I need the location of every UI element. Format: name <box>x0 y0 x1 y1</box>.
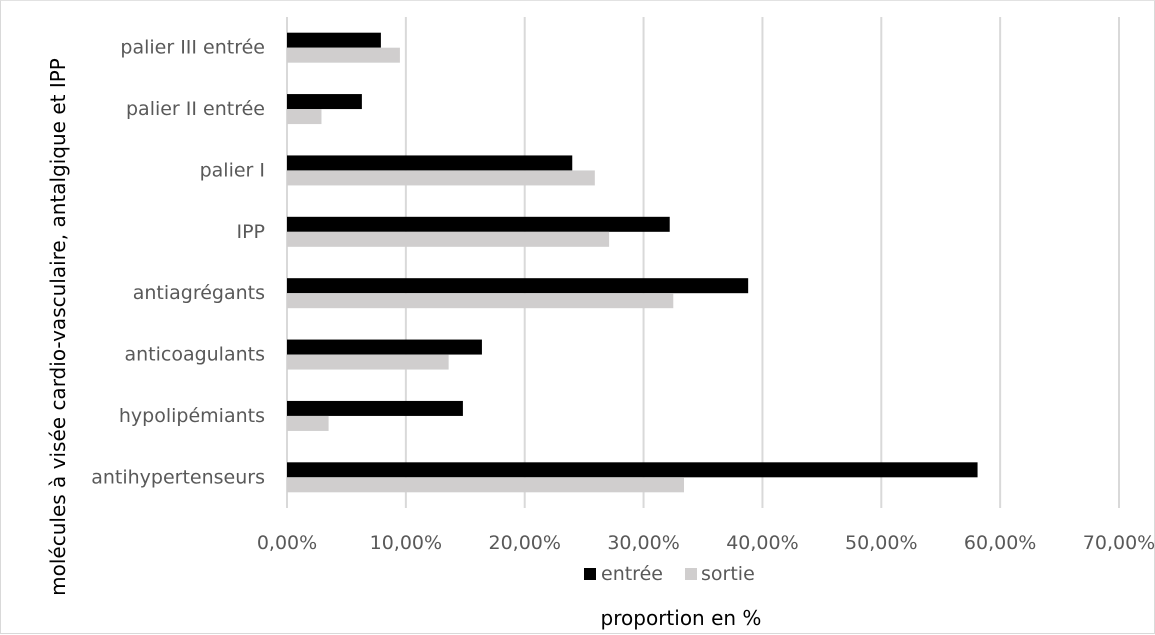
y-tick-label-3: IPP <box>236 221 265 243</box>
bar-entrée-0 <box>287 32 381 48</box>
y-tick-labels: palier III entrée palier II entrée palier … <box>91 37 265 489</box>
bar-sortie-1 <box>287 109 322 125</box>
bar-sortie-6 <box>287 415 329 431</box>
x-tick-label-6: 60,00% <box>964 532 1036 554</box>
legend-label-entree: entrée <box>601 563 663 585</box>
bar-entrée-5 <box>287 339 482 355</box>
legend-swatch-sortie <box>685 568 697 580</box>
y-tick-label-6: hypolipémiants <box>119 405 265 427</box>
legend-swatch-entree <box>584 568 596 580</box>
bar-sortie-5 <box>287 354 449 370</box>
bar-sortie-4 <box>287 293 674 309</box>
y-tick-label-5: anticoagulants <box>124 344 265 366</box>
y-tick-label-0: palier III entrée <box>120 37 265 59</box>
x-tick-label-0: 0,00% <box>257 532 317 554</box>
bar-sortie-2 <box>287 170 595 186</box>
y-axis-title: molécules à visée cardio-vasculaire, ant… <box>46 58 70 596</box>
x-tick-labels: 0,00% 10,00% 20,00% 30,00% 40,00% 50,00% 60,00… <box>257 532 1155 554</box>
x-tick-label-5: 50,00% <box>845 532 917 554</box>
gridlines <box>286 17 1120 508</box>
bar-entrée-1 <box>287 94 362 110</box>
bar-entrée-4 <box>287 278 749 294</box>
x-axis-title: proportion en % <box>601 606 762 630</box>
x-tick-label-2: 20,00% <box>488 532 560 554</box>
bar-entrée-6 <box>287 400 463 416</box>
bar-sortie-7 <box>287 477 684 493</box>
bar-entrée-2 <box>287 155 573 171</box>
y-tick-label-7: antihypertenseurs <box>91 466 265 488</box>
y-tick-label-4: antiagrégants <box>133 282 265 304</box>
x-tick-label-1: 10,00% <box>370 532 442 554</box>
bar-entrée-7 <box>287 462 978 478</box>
x-tick-label-4: 40,00% <box>726 532 798 554</box>
y-tick-label-2: palier I <box>200 159 265 181</box>
y-tick-label-1: palier II entrée <box>126 98 265 120</box>
bars <box>287 32 978 493</box>
bar-entrée-3 <box>287 216 670 232</box>
legend-label-sortie: sortie <box>701 563 755 585</box>
x-tick-label-7: 70,00% <box>1083 532 1155 554</box>
x-tick-label-3: 30,00% <box>607 532 679 554</box>
bar-sortie-3 <box>287 231 610 247</box>
bar-sortie-0 <box>287 47 400 63</box>
legend: entrée sortie <box>584 563 755 585</box>
